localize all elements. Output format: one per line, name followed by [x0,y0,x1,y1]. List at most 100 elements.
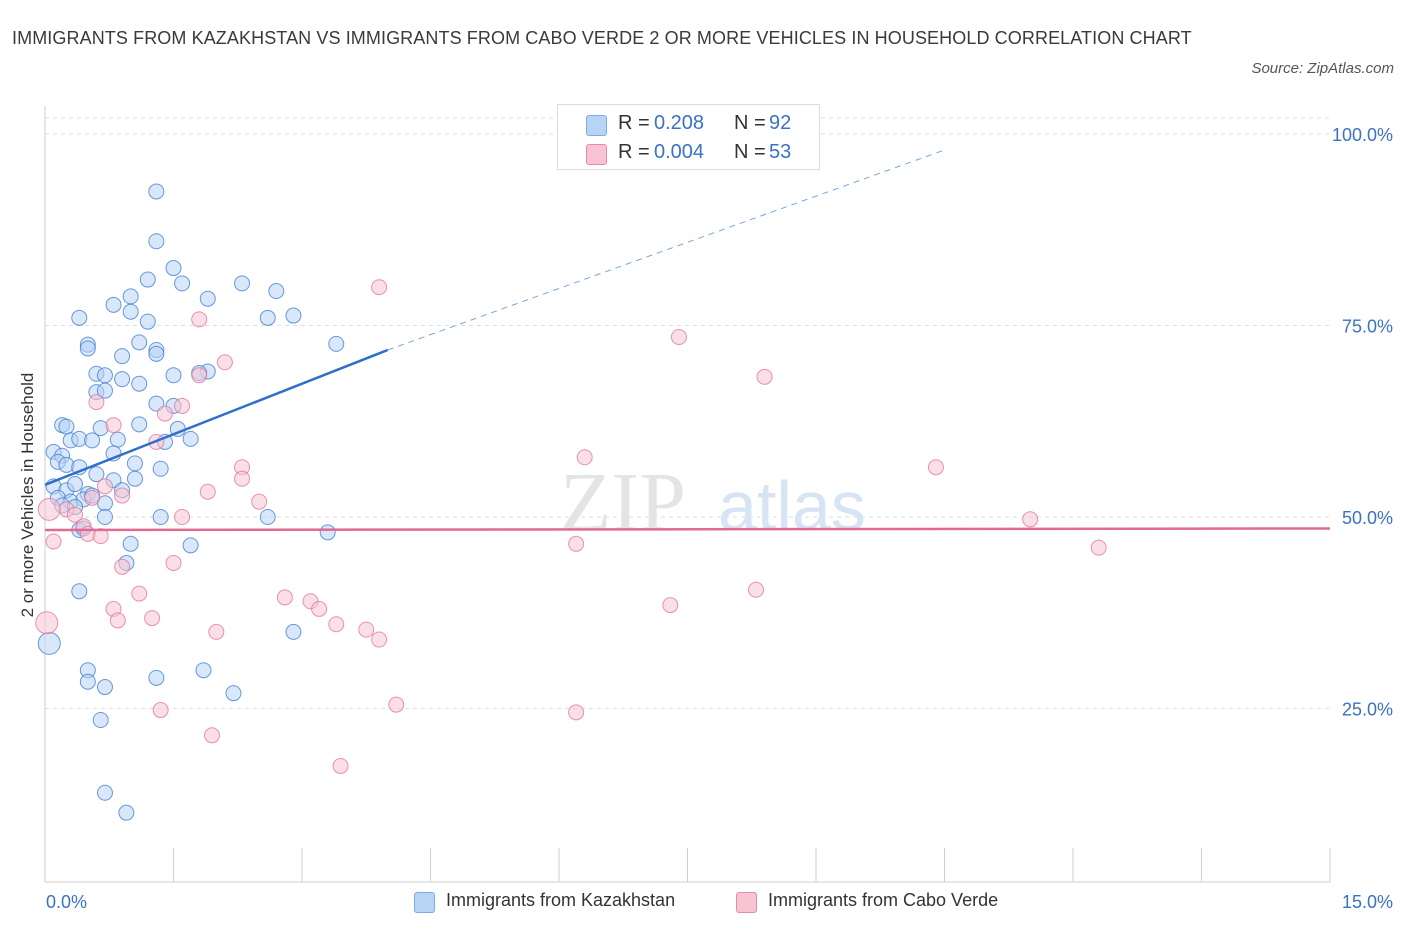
legend-r-label: R = [618,112,650,134]
point-kazakhstan [96,784,113,801]
point-kazakhstan [195,662,212,679]
watermark-zip: ZIP [560,456,686,549]
point-kazakhstan [37,631,61,655]
point-cabo-verde [144,610,161,627]
point-cabo-verde [748,581,765,598]
point-cabo-verde [311,600,328,617]
point-kazakhstan [152,460,169,477]
point-cabo-verde [251,493,268,510]
point-kazakhstan [71,309,88,326]
point-kazakhstan [131,375,148,392]
trend-line-kazakhstan [44,348,389,486]
point-cabo-verde [174,509,191,525]
point-cabo-verde [191,311,208,328]
point-kazakhstan [152,509,169,525]
point-cabo-verde [88,394,105,411]
y-tick-label: 100.0% [1332,125,1393,145]
point-kazakhstan [131,334,148,351]
point-kazakhstan [79,673,96,690]
point-cabo-verde [216,354,233,371]
point-kazakhstan [126,455,143,472]
legend-r-label: R = [618,141,650,163]
trend-line-kazakhstan-extension [387,149,945,351]
point-kazakhstan [182,430,199,447]
point-kazakhstan [126,470,143,487]
point-cabo-verde [332,757,349,774]
x-tick-label-max: 15.0% [1342,892,1393,912]
point-kazakhstan [122,303,139,320]
point-kazakhstan [105,296,122,313]
legend-swatch-kazakhstan [586,115,607,136]
point-cabo-verde [37,497,61,521]
point-cabo-verde [174,397,191,414]
point-kazakhstan [259,509,276,525]
point-cabo-verde [156,405,173,422]
point-cabo-verde [92,528,109,545]
point-kazakhstan [84,432,101,449]
point-kazakhstan [131,416,148,433]
bottom-legend-swatch-cabo-verde [736,892,757,913]
point-kazakhstan [182,537,199,554]
point-cabo-verde [328,616,345,633]
point-kazakhstan [79,340,96,357]
point-kazakhstan [92,711,109,728]
source-label: Source: ZipAtlas.com [1251,60,1394,77]
point-kazakhstan [139,313,156,330]
tick-labels: 100.0% 75.0% 50.0% 25.0% 0.0% 15.0% [46,125,1393,912]
point-cabo-verde [105,417,122,434]
correlation-legend: R = 0.208 N = 92 R = 0.004 N = 53 [557,104,820,170]
point-cabo-verde [568,535,585,552]
point-kazakhstan [225,685,242,702]
legend-r-value: 0.208 [654,112,705,134]
point-kazakhstan [122,535,139,552]
point-kazakhstan [88,466,105,483]
point-cabo-verde [114,558,131,575]
point-cabo-verde [388,696,405,713]
point-cabo-verde [96,478,113,495]
point-cabo-verde [204,727,221,744]
point-cabo-verde [568,704,585,721]
point-cabo-verde [276,589,293,606]
point-cabo-verde [371,279,388,296]
point-kazakhstan [109,431,126,448]
trend-lines [44,149,1331,532]
point-kazakhstan [118,804,135,821]
point-cabo-verde [927,459,944,476]
point-kazakhstan [139,271,156,288]
point-cabo-verde [191,367,208,384]
bottom-legend-label-kazakhstan: Immigrants from Kazakhstan [446,890,676,910]
axes [44,106,1331,883]
point-cabo-verde [662,597,679,614]
point-kazakhstan [96,679,113,696]
point-kazakhstan [165,367,182,384]
point-kazakhstan [148,669,165,686]
point-cabo-verde [152,702,169,719]
data-points [35,183,1107,821]
legend-n-value: 92 [769,112,792,134]
point-cabo-verde [670,328,687,345]
point-cabo-verde [1090,539,1107,556]
x-tick-label-min: 0.0% [46,892,87,912]
point-kazakhstan [328,335,345,352]
point-cabo-verde [576,449,593,466]
point-cabo-verde [165,554,182,571]
point-cabo-verde [84,489,101,506]
point-cabo-verde [358,621,375,638]
point-cabo-verde [35,611,59,635]
point-kazakhstan [174,275,191,292]
bottom-legend-label-cabo-verde: Immigrants from Cabo Verde [768,890,999,910]
point-cabo-verde [208,623,225,640]
trend-line-cabo-verde [44,527,1331,532]
point-kazakhstan [285,623,302,640]
watermark-atlas: atlas [718,467,866,545]
point-cabo-verde [756,368,773,385]
point-cabo-verde [114,487,131,504]
point-kazakhstan [114,348,131,365]
point-kazakhstan [319,524,336,541]
point-cabo-verde [131,585,148,602]
point-kazakhstan [165,260,182,277]
point-cabo-verde [1022,511,1039,528]
point-kazakhstan [122,288,139,305]
y-tick-label: 50.0% [1342,508,1393,528]
